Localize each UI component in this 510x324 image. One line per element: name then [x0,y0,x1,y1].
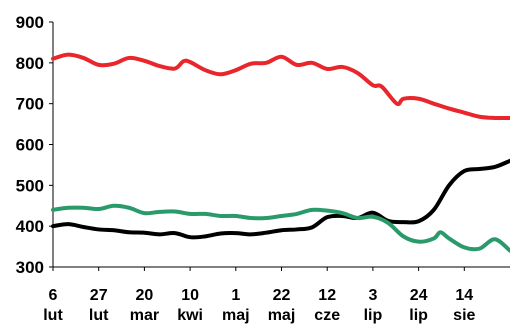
x-tick-label-month: sie [453,307,475,324]
y-tick-label: 900 [16,13,44,32]
y-tick-label: 800 [16,54,44,73]
x-tick-label-month: mar [130,307,159,324]
y-tick-label: 300 [16,258,44,277]
tick-labels: 300 400 500 600 700 800 900 6 lut 27 lut 20 mar 10 kwi… [16,13,476,324]
x-tick-label-month: maj [268,307,296,324]
y-tick-label: 400 [16,217,44,236]
y-tick-label: 700 [16,95,44,114]
x-tick-label-day: 10 [181,287,199,304]
x-tick-label-day: 1 [231,287,240,304]
x-tick-label-month: cze [314,307,340,324]
x-tick-label-day: 6 [49,287,58,304]
series-line-black [51,158,510,240]
x-tick-label-month: lip [409,307,428,324]
x-tick-label-month: lut [43,307,63,324]
x-tick-label-day: 3 [368,287,377,304]
x-tick-label-month: maj [222,307,250,324]
x-tick-label-day: 24 [410,287,428,304]
x-tick-label-day: 20 [136,287,154,304]
x-tick-label-month: kwi [177,307,203,324]
series-line-green [51,203,510,253]
x-tick-label-day: 14 [455,287,473,304]
y-tick-label: 500 [16,176,44,195]
x-tick-label-day: 27 [90,287,108,304]
x-tick-label-month: lut [89,307,109,324]
x-tick-label-day: 12 [318,287,336,304]
y-tick-label: 600 [16,136,44,155]
series-line-red [51,52,510,121]
x-tick-label-month: lip [364,307,383,324]
series-group [51,52,510,253]
x-tick-label-day: 22 [273,287,291,304]
